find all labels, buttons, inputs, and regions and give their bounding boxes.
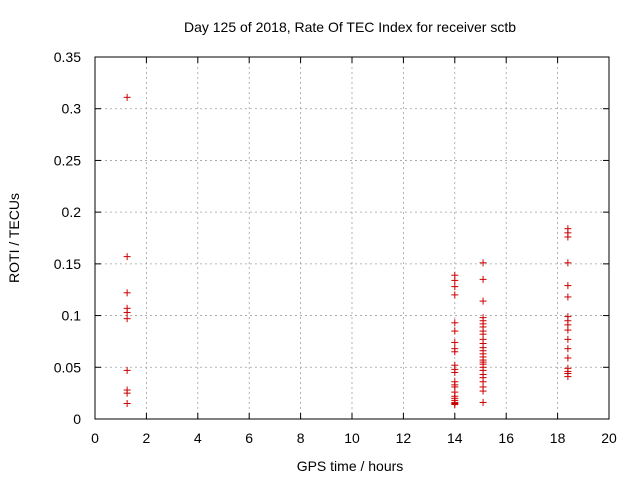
y-tick-label: 0.25 [54, 152, 81, 168]
data-point [123, 315, 131, 323]
y-tick-label: 0.15 [54, 256, 81, 272]
x-tick-label: 14 [447, 430, 463, 446]
data-point [479, 275, 487, 283]
y-tick-label: 0.35 [54, 49, 81, 65]
x-tick-label: 18 [550, 430, 566, 446]
data-point [123, 253, 131, 261]
data-point [451, 348, 459, 356]
x-tick-label: 16 [498, 430, 514, 446]
y-tick-label: 0.3 [62, 101, 82, 117]
x-tick-label: 6 [245, 430, 253, 446]
data-point [479, 259, 487, 267]
data-point [451, 368, 459, 376]
data-point [123, 389, 131, 397]
data-point [123, 308, 131, 316]
axis-ticks: 0 2 4 6 8 10 12 14 16 18 20 0 0.05 0.1 0.15 0.2 0.25 0.3 0… [54, 49, 617, 446]
data-point [564, 233, 572, 241]
x-tick-label: 0 [91, 430, 99, 446]
data-point [564, 345, 572, 353]
x-tick-label: 8 [297, 430, 305, 446]
data-point [123, 93, 131, 101]
y-tick-label: 0.2 [62, 204, 82, 220]
x-tick-label: 10 [344, 430, 360, 446]
data-point [451, 338, 459, 346]
data-point [479, 297, 487, 305]
x-tick-label: 2 [143, 430, 151, 446]
data-point [451, 276, 459, 284]
y-tick-label: 0.1 [62, 308, 82, 324]
y-tick-label: 0.05 [54, 359, 81, 375]
data-point [451, 291, 459, 299]
data-point [123, 366, 131, 374]
data-point [564, 326, 572, 334]
data-point [564, 282, 572, 290]
data-point [564, 293, 572, 301]
data-point [564, 259, 572, 267]
data-point [123, 399, 131, 407]
data-point [123, 289, 131, 297]
data-point [564, 354, 572, 362]
x-axis-label: GPS time / hours [297, 458, 404, 474]
data-point [564, 373, 572, 381]
data-point [479, 387, 487, 395]
data-point [451, 319, 459, 327]
y-axis-label: ROTI / TECUs [6, 193, 22, 283]
data-point [451, 401, 459, 409]
grid-lines [95, 57, 609, 419]
chart-title: Day 125 of 2018, Rate Of TEC Index for r… [184, 19, 516, 35]
data-points [123, 93, 572, 409]
x-tick-label: 20 [601, 430, 617, 446]
y-tick-label: 0 [73, 411, 81, 427]
x-tick-label: 4 [194, 430, 202, 446]
data-point [451, 327, 459, 335]
data-point [451, 283, 459, 291]
data-point [564, 335, 572, 343]
x-tick-label: 12 [396, 430, 412, 446]
data-point [479, 398, 487, 406]
